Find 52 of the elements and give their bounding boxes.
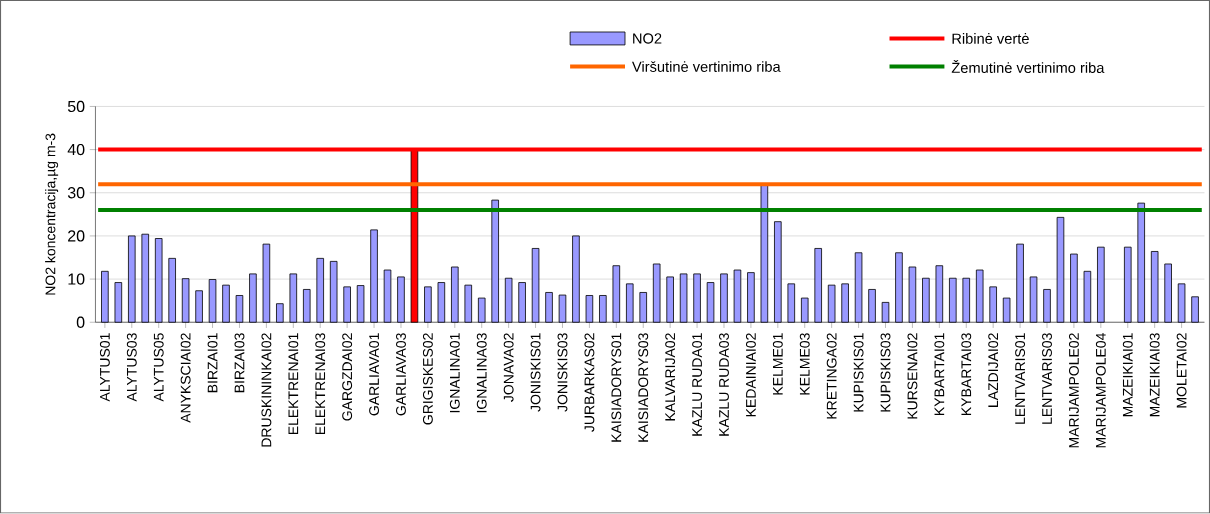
y-tick-label: 30 <box>67 187 85 199</box>
x-tick-label: MARIJAMPOLE04 <box>1095 333 1106 448</box>
x-tick-label: ALYTUS03 <box>126 333 137 402</box>
x-tick-label: JONISKIS03 <box>557 333 568 412</box>
x-tick-label: LENTVARIS01 <box>1015 333 1026 424</box>
legend-label: Ribinė vertė <box>952 33 1029 45</box>
x-tick-label: MAZEIKIAI01 <box>1122 333 1133 417</box>
legend-label: NO2 <box>633 33 662 44</box>
x-tick-label: KURSENAI02 <box>907 333 918 419</box>
x-tick-label: MARIJAMPOLE02 <box>1068 333 1079 448</box>
x-tick-label: KYBARTAI01 <box>934 333 945 416</box>
x-tick-label: KAZLU RUDA03 <box>719 333 729 436</box>
y-tick-label: 20 <box>68 230 85 242</box>
x-tick-label: BIRZAI01 <box>207 333 218 393</box>
x-tick-label: KAZLU RUDA01 <box>692 333 703 436</box>
x-tick-label: KAISIADORYS01 <box>611 333 622 442</box>
x-tick-label: KELME03 <box>799 333 810 395</box>
x-tick-label: JURBARKAS02 <box>584 333 595 433</box>
x-tick-label: GARGZDAI02 <box>342 333 353 421</box>
x-tick-label: KRETINGA02 <box>826 333 837 419</box>
x-tick-label: KALVARIJA02 <box>665 333 676 421</box>
x-tick-label: BIRZAI03 <box>234 333 245 393</box>
y-tick-label: 50 <box>67 100 85 113</box>
x-tick-label: GRIGISKES02 <box>422 333 433 425</box>
x-tick-label: GARLIAVA01 <box>369 333 380 416</box>
x-tick-label: LENTVARIS03 <box>1042 333 1052 424</box>
x-tick-label: KUPISKIS03 <box>880 333 891 412</box>
x-tick-label: KYBARTAI03 <box>961 333 972 416</box>
x-tick-label: ALYTUS01 <box>99 333 110 402</box>
x-tick-label: JONISKIS01 <box>530 333 541 412</box>
x-tick-label: JONAVA02 <box>503 333 514 403</box>
x-tick-label: MOLETAI02 <box>1176 333 1187 408</box>
x-tick-label: IGNALINA03 <box>476 333 487 413</box>
legend-label: Viršutinė vertinimo riba <box>632 61 781 73</box>
x-tick-label: ELEKTRENAI03 <box>315 333 326 435</box>
x-tick-label: DRUSKININKAI02 <box>261 333 272 447</box>
x-tick-label: ELEKTRENAI01 <box>288 333 299 435</box>
x-tick-label: LAZDIJAI02 <box>988 333 999 408</box>
y-tick-label: 0 <box>76 316 85 329</box>
x-tick-label: KUPISKIS01 <box>853 333 864 412</box>
x-tick-label: IGNALINA01 <box>449 333 460 413</box>
y-tick-label: 10 <box>68 273 85 285</box>
legend-label: Žemutinė vertinimo riba <box>951 60 1105 74</box>
x-tick-label: MAZEIKIAI03 <box>1149 333 1160 417</box>
x-tick-label: GARLIAVA03 <box>396 333 406 416</box>
x-tick-label: ANYKSCIAI02 <box>180 333 191 423</box>
x-tick-label: KAISIADORYS03 <box>638 333 649 442</box>
x-tick-label: KELME01 <box>772 333 783 395</box>
x-tick-label: KEDAINIAI02 <box>745 333 756 417</box>
x-tick-label: ALYTUS05 <box>153 333 164 402</box>
y-tick-label: 40 <box>67 144 85 156</box>
y-axis-title: NO2 koncentracija,µg m-3 <box>45 133 59 295</box>
